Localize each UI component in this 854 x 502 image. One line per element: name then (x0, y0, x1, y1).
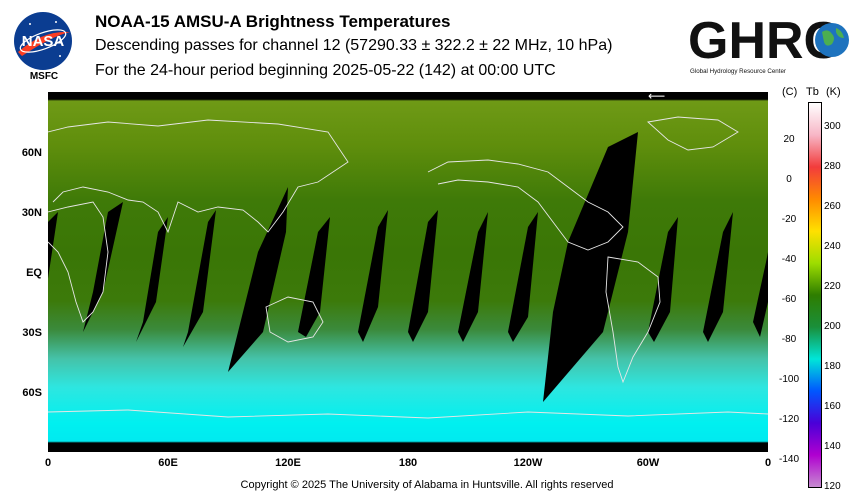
coastlines (47, 116, 769, 419)
data-gap-swaths (46, 132, 768, 402)
australia-coast (265, 296, 324, 343)
africa-coast (47, 201, 109, 323)
colorbar-kelvin-tick: 180 (824, 361, 841, 372)
gap-swath (703, 212, 733, 342)
gap-swath (83, 202, 123, 332)
copyright-notice: Copyright © 2025 The University of Alaba… (240, 479, 614, 491)
gap-swath (228, 187, 288, 372)
colorbar (808, 102, 822, 488)
nasa-logo: NASA (14, 12, 72, 70)
lat-label-eq: EQ (26, 267, 42, 279)
colorbar-celsius-tick: -140 (778, 454, 799, 465)
lon-label-180: 180 (398, 457, 418, 469)
colorbar-kelvin-tick: 280 (824, 161, 841, 172)
ghrc-logo: GHRC Global Hydrology Resource Center (688, 12, 849, 75)
lat-label-30n: 30N (21, 207, 42, 219)
gap-swath (408, 210, 438, 342)
lon-label-0-end: 0 (764, 457, 772, 469)
colorbar-celsius-tick: -60 (781, 294, 797, 305)
colorbar-kelvin-tick: 120 (824, 481, 841, 492)
gap-swath (46, 212, 58, 292)
lat-label-30s: 30S (22, 327, 42, 339)
colorbar-celsius-tick: 0 (786, 174, 792, 185)
south-america-coast (605, 256, 661, 384)
colorbar-kelvin-tick: 220 (824, 281, 841, 292)
lon-label-120w: 120W (513, 457, 543, 469)
antarctica-coast (47, 409, 769, 419)
colorbar-kelvin-tick: 260 (824, 201, 841, 212)
map-subtitle: Descending passes for channel 12 (57290.… (95, 37, 613, 54)
lon-label-0: 0 (44, 457, 52, 469)
colorbar-celsius-tick: 20 (783, 134, 795, 145)
eurasia-coast (47, 119, 349, 234)
colorbar-kelvin-tick: 160 (824, 401, 841, 412)
gap-swath (298, 217, 330, 337)
msfc-label: MSFC (29, 71, 59, 82)
gap-swath (508, 212, 538, 342)
lon-label-60e: 60E (158, 457, 178, 469)
gap-swath (458, 212, 488, 342)
colorbar-celsius-tick: -20 (781, 214, 797, 225)
gap-swath (753, 252, 768, 337)
colorbar-kelvin-tick: 300 (824, 121, 841, 132)
colorbar-celsius-tick: -40 (781, 254, 797, 265)
colorbar-kelvin-tick: 200 (824, 321, 841, 332)
period-line: For the 24-hour period beginning 2025-05… (95, 62, 556, 79)
lon-label-60w: 60W (636, 457, 660, 469)
gap-swath (136, 217, 168, 342)
brightness-temperature-map: ⟵ (46, 89, 769, 452)
colorbar-tb-header: Tb (806, 86, 819, 98)
greenland-coast (647, 116, 739, 151)
lat-label-60n: 60N (21, 147, 42, 159)
colorbar-celsius-tick: -100 (778, 374, 799, 385)
colorbar-celsius-header: (C) (782, 86, 798, 98)
arrow-marker: ⟵ (648, 92, 665, 103)
north-america-coast (427, 159, 624, 251)
colorbar-kelvin-header: (K) (826, 86, 841, 98)
colorbar-kelvin-tick: 240 (824, 241, 841, 252)
lon-label-120e: 120E (275, 457, 301, 469)
nasa-wordmark: NASA (22, 33, 65, 50)
colorbar-celsius-tick: -120 (778, 414, 799, 425)
ghrc-caption: Global Hydrology Resource Center (690, 68, 786, 75)
map-title: NOAA-15 AMSU-A Brightness Temperatures (95, 12, 451, 31)
gap-swath (183, 210, 216, 347)
gap-swath (648, 217, 678, 342)
gap-swath (358, 210, 388, 342)
temperature-field (48, 92, 768, 452)
gap-swath-large (543, 132, 638, 402)
lat-label-60s: 60S (22, 387, 42, 399)
colorbar-kelvin-tick: 140 (824, 441, 841, 452)
colorbar-celsius-tick: -80 (781, 334, 797, 345)
map-canvas: ⟵ (46, 89, 769, 452)
